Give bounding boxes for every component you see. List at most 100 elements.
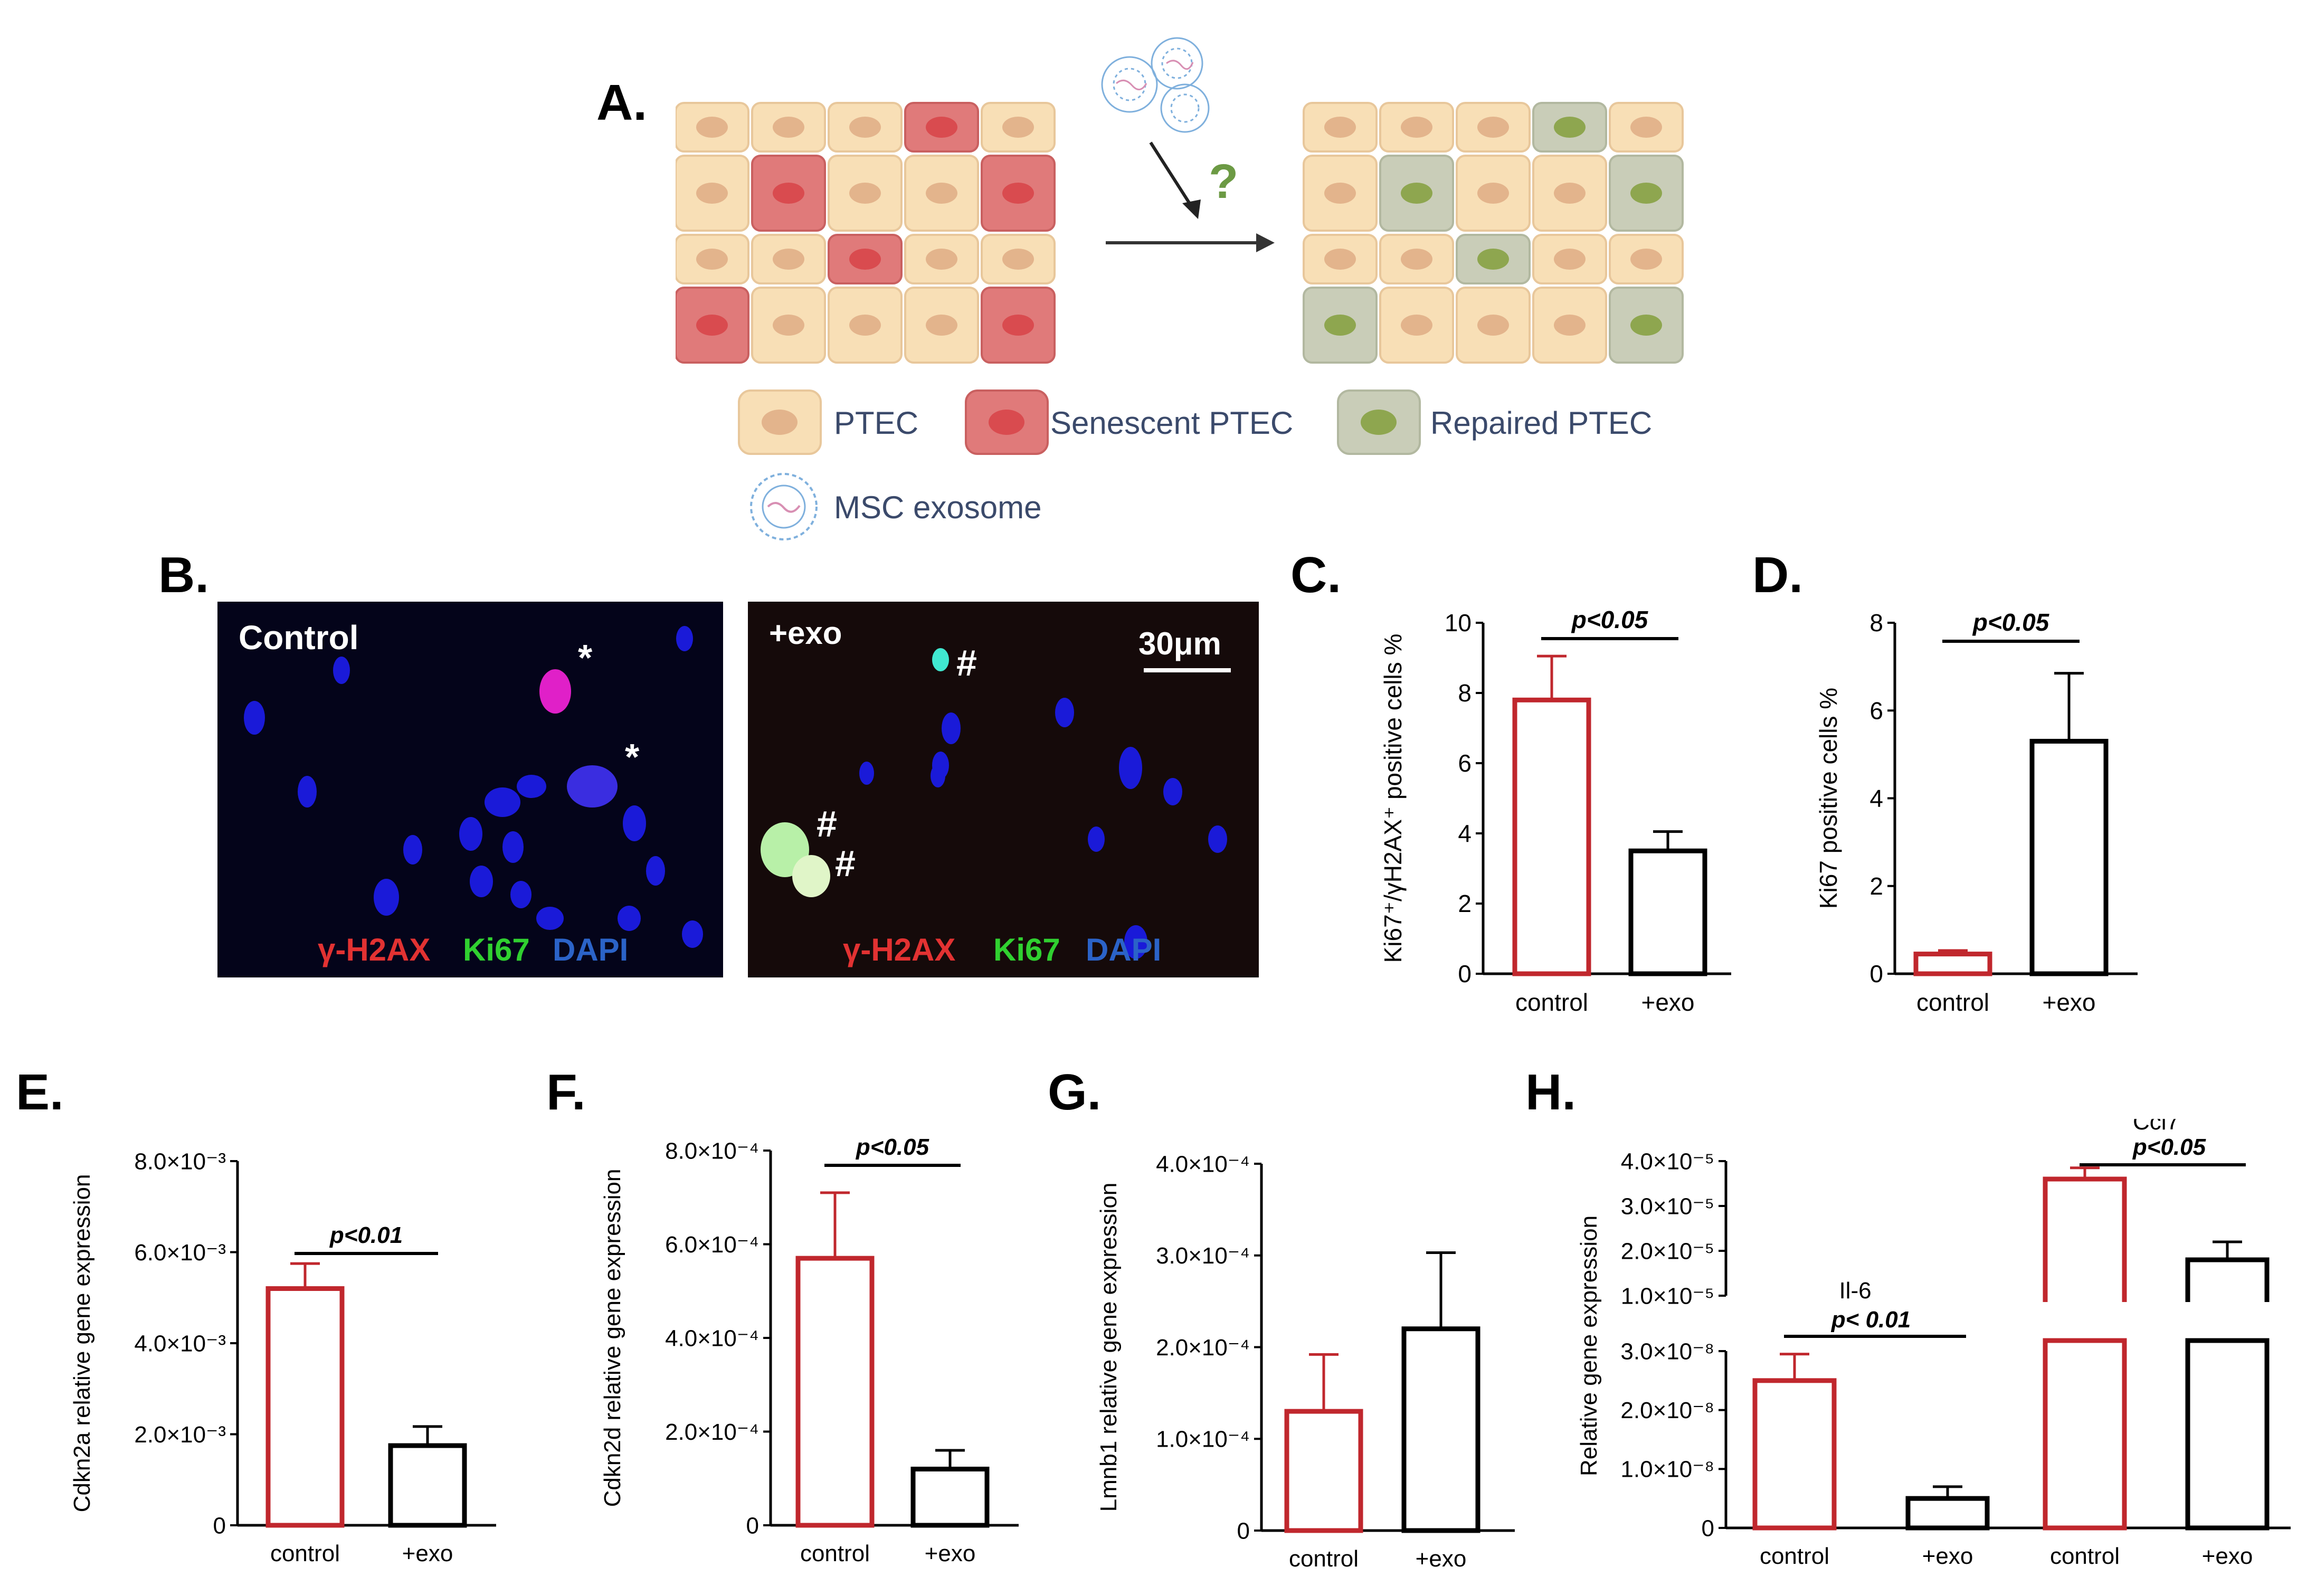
- cell-nucleus: [696, 117, 728, 138]
- senescent-nucleus: [567, 765, 618, 808]
- senescent-nucleus: [539, 669, 571, 714]
- x-tick-label: +exo: [925, 1541, 976, 1566]
- y-tick-label: 2: [1869, 872, 1883, 900]
- nucleus: [536, 907, 564, 930]
- y-tick-label: 2.0×10⁻⁵: [1621, 1238, 1714, 1264]
- cell-nucleus: [849, 249, 881, 270]
- x-tick-label: control: [1515, 989, 1588, 1016]
- y-tick-label: 0: [213, 1513, 226, 1538]
- y-tick-label: 4.0×10⁻⁵: [1621, 1148, 1714, 1174]
- svg-text:PTEC: PTEC: [834, 405, 918, 441]
- significance-label: p<0.05: [1571, 606, 1649, 633]
- nucleus: [931, 764, 945, 787]
- scale-bar-label: 30μm: [1138, 626, 1221, 661]
- nucleus: [244, 701, 265, 735]
- y-tick-label: 0: [746, 1513, 759, 1538]
- bar-il6: [1752, 1378, 1837, 1531]
- cell-nucleus: [1477, 117, 1509, 138]
- y-axis-label: Ki67⁺/γH2AX⁺ positive cells %: [1379, 634, 1407, 963]
- cell-nucleus: [1002, 249, 1034, 270]
- y-tick-label: 1.0×10⁻⁴: [1156, 1427, 1250, 1452]
- cell-nucleus: [849, 315, 881, 336]
- cell-nucleus: [1401, 117, 1432, 138]
- y-tick-label: 4.0×10⁻³: [134, 1331, 226, 1356]
- x-tick-label: control: [270, 1541, 340, 1566]
- nucleus: [403, 835, 422, 864]
- bar-control: [1512, 697, 1591, 976]
- y-tick-label: 8.0×10⁻⁴: [665, 1138, 759, 1164]
- proliferating-nucleus: [932, 648, 949, 671]
- y-tick-label: 2: [1458, 890, 1472, 917]
- senescence-marker: *: [625, 736, 640, 777]
- y-tick-label: 2.0×10⁻⁴: [665, 1419, 759, 1445]
- nucleus: [1124, 925, 1147, 959]
- cell-nucleus: [1324, 249, 1356, 270]
- y-tick-label: 6.0×10⁻³: [134, 1240, 226, 1266]
- cell-nucleus: [1554, 183, 1586, 204]
- cell-nucleus: [1630, 117, 1662, 138]
- bar-plus-exo: [1628, 848, 1707, 976]
- panel-letter-b: B.: [158, 547, 209, 603]
- legend-msc-exosome: MSC exosome: [750, 473, 1041, 540]
- nucleus: [1208, 825, 1227, 853]
- cell-nucleus: [849, 183, 881, 204]
- micrograph-exo: +exo 30μm # # # γ-H2AX Ki67 DAPI: [748, 602, 1259, 977]
- bar-control: [1284, 1409, 1363, 1533]
- y-tick-label: 0: [1458, 960, 1472, 987]
- legend-repaired-ptec: Repaired PTEC: [1337, 390, 1652, 455]
- proliferating-nucleus: [792, 855, 830, 897]
- nucleus: [646, 856, 665, 886]
- cell-nucleus: [773, 315, 804, 336]
- cell-nucleus: [696, 183, 728, 204]
- cell-nucleus: [849, 117, 881, 138]
- cell-nucleus: [1554, 117, 1586, 138]
- nucleus: [1163, 778, 1182, 805]
- y-tick-label: 6: [1869, 697, 1883, 724]
- nucleus: [485, 787, 520, 817]
- x-tick-label: control: [1760, 1543, 1829, 1569]
- cell-nucleus: [696, 315, 728, 336]
- nucleus: [859, 762, 874, 785]
- x-tick-label: control: [800, 1541, 870, 1566]
- x-tick-label: +exo: [2042, 989, 2095, 1016]
- panel-letter-g: G.: [1048, 1064, 1102, 1120]
- chart-il6-ccl7: 0 1.0×10⁻⁸ 2.0×10⁻⁸ 3.0×10⁻⁸ 1.0×10⁻⁵ 2.0×10⁻…: [1576, 1119, 2291, 1569]
- chart-ki67-gh2ax: 0 2 4 6 8 10 control +exo p<0.05 Ki67⁺/γH2AX⁺ pos…: [1379, 606, 1731, 1016]
- cell-nucleus: [773, 249, 804, 270]
- y-tick-label: 0: [1869, 960, 1883, 987]
- y-tick-label: 4.0×10⁻⁴: [1156, 1151, 1250, 1177]
- proliferation-marker: #: [956, 642, 977, 683]
- y-tick-label: 3.0×10⁻⁴: [1156, 1243, 1250, 1269]
- x-tick-label: +exo: [2202, 1543, 2253, 1569]
- y-tick-label: 3.0×10⁻⁵: [1621, 1193, 1714, 1219]
- y-axis-label: Lmnb1 relative gene expression: [1096, 1183, 1122, 1512]
- panel-letter-h: H.: [1525, 1064, 1576, 1120]
- micrograph-title: +exo: [769, 615, 842, 651]
- cell-nucleus: [1324, 117, 1356, 138]
- cell-nucleus: [1630, 183, 1662, 204]
- y-tick-label: 4: [1869, 785, 1883, 812]
- nucleus: [502, 831, 524, 863]
- nucleus: [942, 712, 961, 744]
- cell-nucleus: [1401, 249, 1432, 270]
- cell-nucleus: [696, 249, 728, 270]
- bar-control: [265, 1286, 345, 1528]
- micrograph-control: Control * * γ-H2AX Ki67 DAPI: [217, 602, 723, 977]
- schematic-diagram: ? PTEC Senescent PTEC Repaired PTEC MSC …: [676, 37, 1684, 540]
- panel-letter-f: F.: [546, 1064, 586, 1120]
- y-tick-label: 4.0×10⁻⁴: [665, 1325, 759, 1351]
- micrograph-title: Control: [239, 619, 359, 657]
- significance-label: p< 0.01: [1831, 1307, 1911, 1333]
- nucleus: [623, 805, 646, 841]
- cell-nucleus: [1630, 315, 1662, 336]
- bar-plus-exo: [910, 1467, 990, 1528]
- y-tick-label: 0: [1237, 1518, 1250, 1544]
- cell-nucleus: [1630, 249, 1662, 270]
- stain-label-dapi: DAPI: [1086, 932, 1161, 967]
- cell-nucleus: [926, 183, 957, 204]
- y-tick-label: 6.0×10⁻⁴: [665, 1232, 759, 1258]
- y-tick-label: 4: [1458, 820, 1472, 847]
- y-tick-label: 1.0×10⁻⁸: [1620, 1457, 1714, 1483]
- gene-label: Il-6: [1839, 1278, 1871, 1304]
- y-tick-label: 8: [1458, 679, 1472, 707]
